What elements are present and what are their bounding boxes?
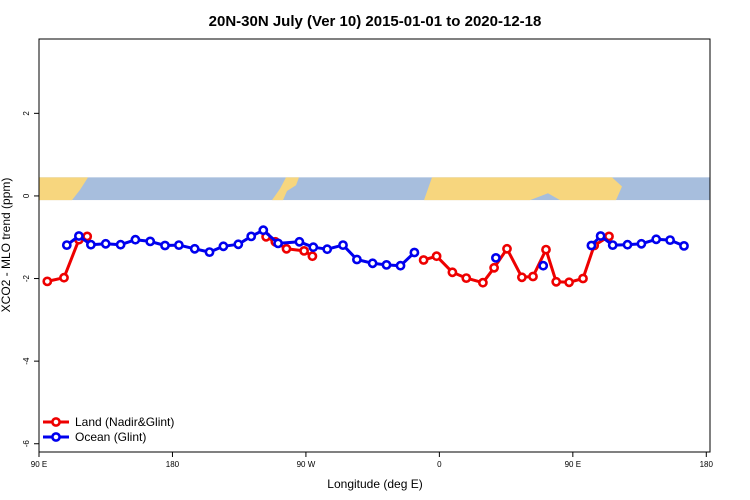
series-1-point-21	[367, 258, 378, 269]
series-0-point-9	[418, 255, 429, 265]
y-tick-label-2: -2	[22, 274, 31, 282]
series-0-point-11	[447, 267, 458, 278]
series-1-point-13	[246, 231, 257, 242]
series-0-point-18	[541, 244, 551, 255]
series-1-point-30	[622, 239, 633, 250]
series-0-point-21	[578, 273, 588, 284]
series-1-point-31	[636, 238, 647, 249]
map-land-3	[512, 177, 528, 201]
y-tick-label-1: -4	[22, 357, 31, 365]
series-0-point-19	[551, 276, 562, 287]
series-1-point-15	[273, 238, 283, 249]
x-tick-label-4: 90 E	[565, 460, 581, 469]
series-1-point-17	[308, 242, 319, 253]
series-0-point-13	[477, 277, 488, 288]
x-tick-label-0: 90 E	[31, 460, 47, 469]
legend: Land (Nadir&Glint)Ocean (Glint)	[43, 415, 174, 444]
series-1-point-8	[173, 240, 184, 250]
series-1-point-4	[115, 239, 126, 250]
series-1-point-33	[665, 235, 675, 245]
series-0-point-14	[489, 262, 499, 273]
y-tick-label-0: -6	[22, 440, 31, 448]
legend-marker-0	[51, 417, 61, 427]
series-0-point-20	[564, 277, 574, 288]
y-tick-label-4: 2	[22, 111, 31, 116]
series-1-point-18	[322, 244, 333, 255]
plot-frame	[38, 38, 711, 453]
legend-label-0: Land (Nadir&Glint)	[75, 415, 174, 429]
series-1-point-24	[409, 247, 420, 258]
series-1-point-26	[538, 260, 549, 271]
y-tick-label-3: 0	[22, 193, 31, 198]
legend-label-1: Ocean (Glint)	[75, 430, 146, 444]
series-1-point-25	[490, 252, 501, 263]
series-0-point-6	[281, 243, 292, 254]
series-1-point-6	[145, 236, 156, 247]
map-land-1	[272, 177, 299, 201]
series-1-point-34	[679, 240, 689, 251]
series-1-point-2	[86, 239, 96, 250]
series-1-point-28	[595, 231, 606, 241]
chart-title: 20N-30N July (Ver 10) 2015-01-01 to 2020…	[209, 13, 542, 30]
x-axis-label: Longitude (deg E)	[327, 477, 422, 491]
series-1-point-14	[258, 225, 269, 236]
series-1-point-1	[74, 231, 84, 241]
series-0-point-16	[517, 272, 527, 283]
series-1-point-12	[233, 239, 244, 250]
series-0-point-10	[431, 251, 442, 262]
series-1-point-5	[130, 234, 141, 245]
series-1-point-10	[204, 247, 215, 257]
series-layer	[42, 225, 689, 288]
x-tick-label-3: 0	[437, 460, 442, 469]
series-1-point-22	[381, 259, 392, 270]
series-1-point-11	[218, 241, 229, 252]
x-tick-label-2: 90 W	[297, 460, 316, 469]
series-1-point-0	[61, 240, 72, 250]
series-0-point-15	[502, 243, 512, 254]
x-tick-label-1: 180	[166, 460, 180, 469]
series-1-point-23	[395, 260, 406, 271]
series-1-point-20	[351, 254, 362, 265]
series-1-point-7	[160, 240, 170, 251]
y-axis: -6 -4 -2 0 2	[22, 111, 39, 448]
series-0-point-17	[528, 271, 538, 282]
series-1	[61, 225, 689, 271]
series-0-point-8	[307, 251, 318, 262]
series-1-point-29	[607, 240, 618, 250]
series-0-point-7	[299, 245, 309, 256]
series-0-point-0	[42, 276, 53, 287]
map-land-0	[39, 177, 88, 201]
series-0-point-12	[461, 273, 472, 283]
world-map-strip	[39, 177, 710, 201]
series-0-point-1	[59, 272, 69, 283]
x-tick-label-5: 180	[700, 460, 714, 469]
legend-marker-1	[51, 432, 61, 442]
series-1-point-32	[651, 234, 662, 245]
x-axis: 90 E 180 90 W 0 90 E 180	[31, 452, 714, 469]
series-1-point-27	[586, 240, 597, 251]
series-1-point-16	[294, 236, 305, 247]
series-1-point-3	[100, 238, 111, 249]
series-1-point-19	[338, 240, 348, 250]
y-axis-label: XCO2 - MLO trend (ppm)	[0, 178, 13, 313]
series-1-point-9	[189, 243, 200, 254]
